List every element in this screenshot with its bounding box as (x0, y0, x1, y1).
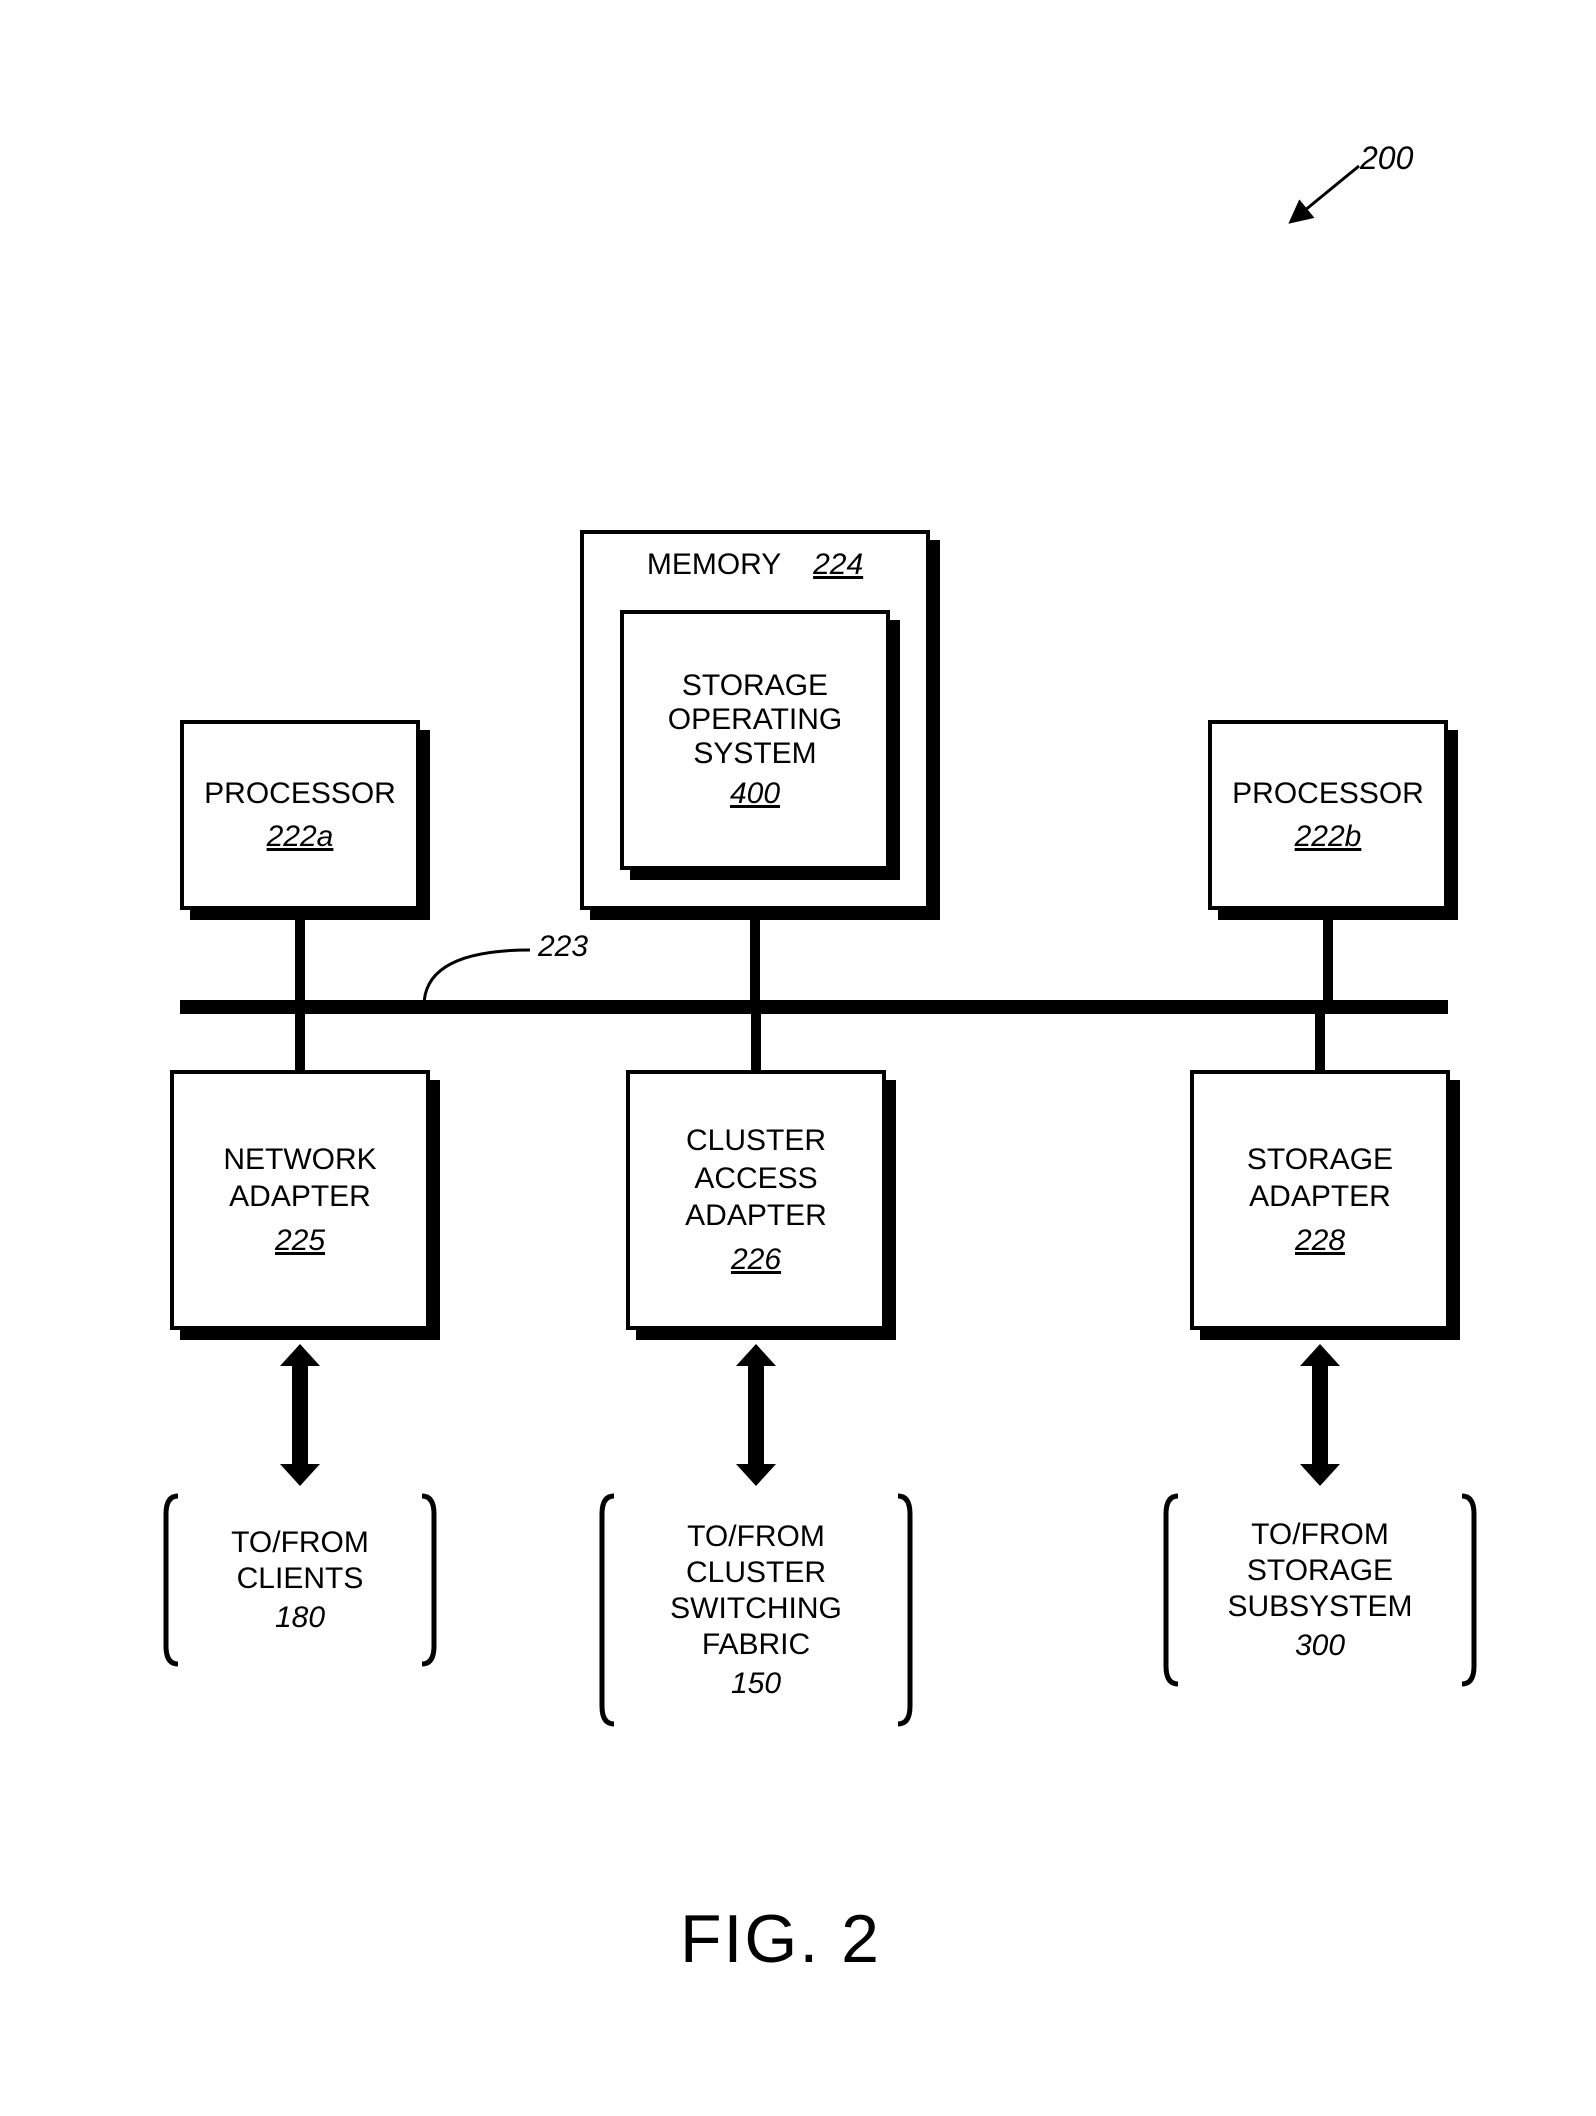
stub-clu-ad (751, 1014, 761, 1070)
bus-leader (420, 940, 540, 1010)
clients-num: 180 (275, 1601, 325, 1635)
bracket-fabric: TO/FROM CLUSTER SWITCHING FABRIC 150 (606, 1500, 906, 1720)
proc-b-label: PROCESSOR (1232, 775, 1424, 813)
processor-a: PROCESSOR 222a (180, 720, 420, 910)
clu-ad-l1: CLUSTER (686, 1122, 826, 1160)
os-lbl2: OPERATING (668, 703, 842, 737)
sto-ad-l2: ADAPTER (1249, 1178, 1391, 1216)
clients-l2: CLIENTS (237, 1561, 364, 1597)
system-bus (180, 1000, 1448, 1014)
sto-ad-l1: STORAGE (1247, 1141, 1393, 1179)
os-lbl3: SYSTEM (693, 737, 816, 771)
processor-b: PROCESSOR 222b (1208, 720, 1448, 910)
net-ad-num: 225 (275, 1222, 325, 1260)
arrow-net (270, 1342, 330, 1488)
os-lbl1: STORAGE (682, 669, 828, 703)
ref-arrow (1285, 160, 1365, 230)
clu-ad-l3: ADAPTER (685, 1197, 827, 1235)
storage-l2: STORAGE (1247, 1553, 1393, 1589)
memory-label: MEMORY (647, 548, 781, 581)
bracket-storage: TO/FROM STORAGE SUBSYSTEM 300 (1170, 1500, 1470, 1680)
proc-b-num: 222b (1295, 818, 1362, 856)
fabric-l4: FABRIC (702, 1627, 810, 1663)
fabric-l3: SWITCHING (670, 1591, 842, 1627)
sto-ad-num: 228 (1295, 1222, 1345, 1260)
clu-ad-l2: ACCESS (694, 1160, 817, 1198)
fabric-l2: CLUSTER (686, 1555, 826, 1591)
stub-proc-a (295, 920, 305, 1000)
stub-memory (750, 920, 760, 1000)
os-num: 400 (730, 777, 780, 811)
storage-num: 300 (1295, 1629, 1345, 1663)
memory-num: 224 (813, 548, 863, 581)
bracket-clients: TO/FROM CLIENTS 180 (170, 1500, 430, 1660)
clients-l1: TO/FROM (231, 1525, 369, 1561)
stub-proc-b (1323, 920, 1333, 1000)
arrow-sto (1290, 1342, 1350, 1488)
stub-sto-ad (1315, 1014, 1325, 1070)
proc-a-num: 222a (267, 818, 334, 856)
proc-a-label: PROCESSOR (204, 775, 396, 813)
os-block: STORAGE OPERATING SYSTEM 400 (620, 610, 890, 870)
stub-net-ad (295, 1014, 305, 1070)
diagram-canvas: 200 MEMORY 224 STORAGE OPERATING SYSTEM … (0, 0, 1596, 2116)
storage-adapter: STORAGE ADAPTER 228 (1190, 1070, 1450, 1330)
arrow-clu (726, 1342, 786, 1488)
fabric-l1: TO/FROM (687, 1519, 825, 1555)
net-ad-l1: NETWORK (223, 1141, 376, 1179)
bus-label: 223 (538, 930, 588, 964)
fabric-num: 150 (731, 1667, 781, 1701)
figure-ref: 200 (1360, 140, 1413, 177)
cluster-adapter: CLUSTER ACCESS ADAPTER 226 (626, 1070, 886, 1330)
storage-l1: TO/FROM (1251, 1517, 1389, 1553)
network-adapter: NETWORK ADAPTER 225 (170, 1070, 430, 1330)
storage-l3: SUBSYSTEM (1227, 1589, 1412, 1625)
figure-title: FIG. 2 (680, 1900, 881, 1978)
net-ad-l2: ADAPTER (229, 1178, 371, 1216)
memory-header: MEMORY 224 (584, 548, 926, 582)
clu-ad-num: 226 (731, 1241, 781, 1279)
